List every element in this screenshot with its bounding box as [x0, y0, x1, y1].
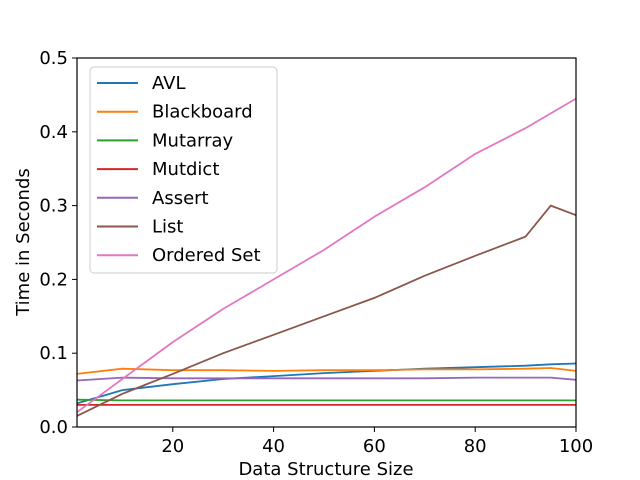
- y-tick-label: 0.0: [39, 417, 68, 438]
- legend-label-blackboard: Blackboard: [152, 102, 253, 123]
- legend-label-avl: AVL: [152, 73, 186, 94]
- y-tick-label: 0.2: [39, 269, 68, 290]
- y-tick-label: 0.5: [39, 48, 68, 69]
- x-axis-title: Data Structure Size: [238, 459, 413, 480]
- legend-box: [89, 66, 278, 274]
- series-line-mutarray: [76, 398, 576, 402]
- legend-label-mutdict: Mutdict: [152, 159, 219, 180]
- series-line-ordered-set: [76, 97, 577, 413]
- y-tick-label: 0.4: [39, 122, 68, 143]
- legend: AVL Blackboard Mutarray Mutdict Assert List Or…: [89, 66, 278, 274]
- x-tick-label: 20: [161, 436, 184, 457]
- y-axis-title: Time in Seconds: [13, 168, 34, 317]
- x-tick-label: 60: [363, 436, 386, 457]
- y-tick-label: 0.1: [39, 343, 68, 364]
- x-axis: 20 40 60 80 100: [161, 427, 593, 457]
- plot-lines: [76, 97, 577, 417]
- series-line-avl: [76, 362, 577, 405]
- y-tick-label: 0.3: [39, 196, 68, 217]
- y-axis: 0.0 0.1 0.2 0.3 0.4 0.5: [39, 48, 77, 438]
- x-tick-label: 40: [262, 436, 285, 457]
- legend-label-list: List: [152, 217, 183, 238]
- legend-label-ordered-set: Ordered Set: [152, 245, 261, 266]
- x-tick-label: 100: [559, 436, 593, 457]
- series-line-list: [76, 204, 577, 417]
- x-tick-label: 80: [464, 436, 487, 457]
- series-line-assert: [76, 376, 577, 382]
- legend-label-mutarray: Mutarray: [152, 130, 234, 151]
- series-line-blackboard: [76, 367, 577, 375]
- plot-frame: [76, 57, 577, 428]
- legend-label-assert: Assert: [152, 188, 209, 209]
